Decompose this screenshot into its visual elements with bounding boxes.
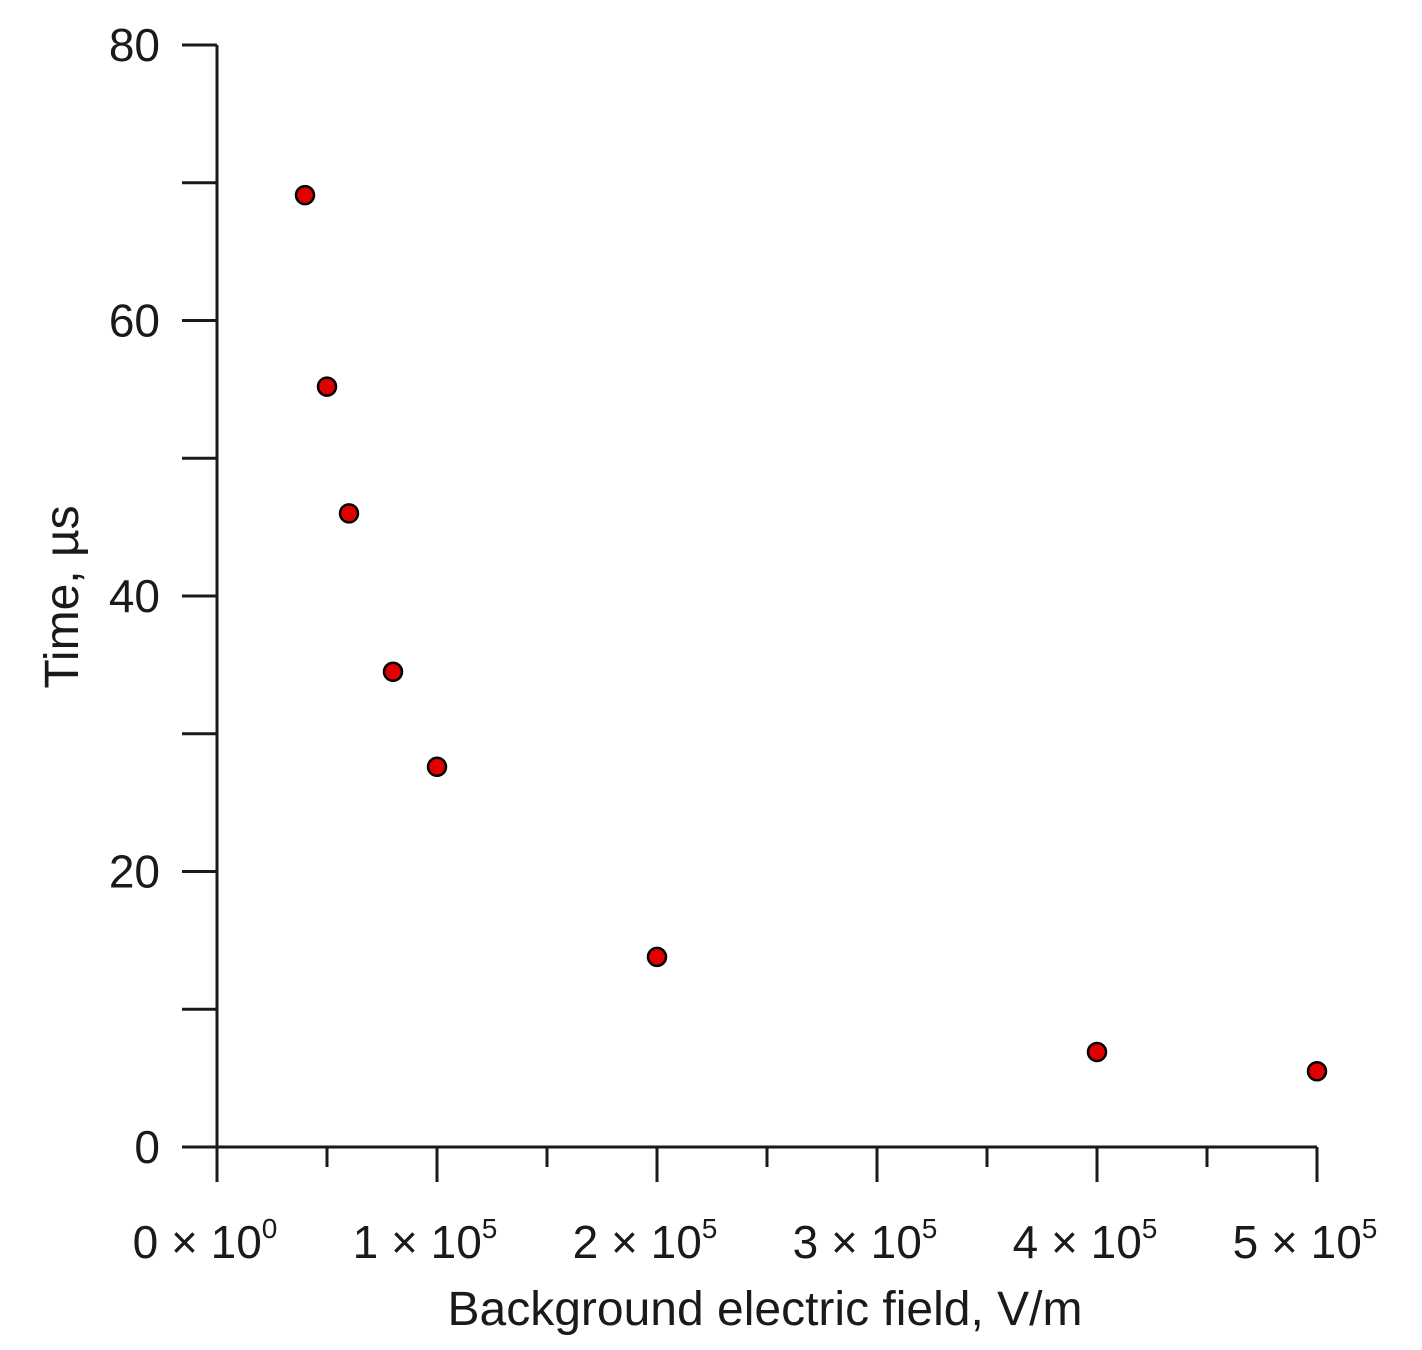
y-tick-label: 80	[109, 19, 160, 71]
data-points	[294, 184, 1328, 1082]
x-axis-label: Background electric field, V/m	[448, 1283, 1083, 1336]
x-tick-label: 5 × 105	[1233, 1213, 1378, 1268]
x-tick-label: 3 × 105	[793, 1213, 938, 1268]
ticks	[182, 43, 1319, 1182]
x-tick-label: 1 × 105	[353, 1213, 498, 1268]
data-point	[1086, 1041, 1108, 1063]
y-tick-label: 0	[134, 1121, 160, 1173]
data-point	[382, 661, 404, 683]
x-tick-label: 2 × 105	[573, 1213, 718, 1268]
y-tick-label: 20	[109, 846, 160, 898]
data-point	[426, 756, 448, 778]
y-tick-label: 60	[109, 295, 160, 347]
tick-labels: 0 20 40 60 80 0 × 100 1 × 105 2 × 105 3 × 105 4 ×…	[109, 19, 1378, 1268]
x-tick-label: 0 × 100	[133, 1213, 278, 1268]
y-tick-label: 40	[109, 570, 160, 622]
data-point	[294, 184, 316, 206]
data-point	[646, 946, 668, 968]
data-point	[316, 376, 338, 397]
data-point	[1306, 1060, 1328, 1082]
data-point	[338, 503, 360, 524]
axes	[182, 45, 1317, 1182]
y-axis-label: Time, µs	[36, 505, 89, 688]
x-tick-label: 4 × 105	[1013, 1213, 1158, 1268]
